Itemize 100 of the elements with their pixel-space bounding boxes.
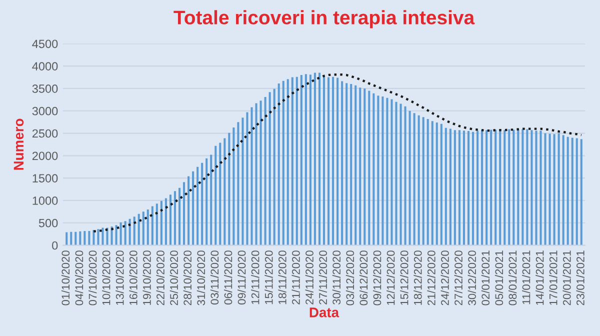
x-tick-label: 14/01/2021 [536,250,544,305]
bar [512,130,515,246]
bar [322,76,326,246]
chart-title: Totale ricoveri in terapia intesiva [174,10,475,28]
bar [151,206,154,246]
bar [562,135,564,246]
x-tick-label: 18/11/2020 [278,250,286,304]
bar [224,138,226,246]
bar [74,232,77,246]
bar [268,92,271,246]
bar [571,138,574,246]
x-tick-label: 18/12/2020 [414,250,422,305]
bar [97,229,100,246]
bar [530,130,533,246]
y-tick-label: 4000 [32,62,58,70]
x-tick-label: 04/10/2020 [74,250,84,306]
bar [404,106,406,246]
x-tick-label: 10/10/2020 [102,250,110,305]
bar [219,142,222,246]
bar [472,132,474,246]
x-tick-label: 12/11/2020 [251,250,260,304]
x-tick-label: 08/01/2021 [508,250,517,306]
x-tick-label: 13/10/2020 [116,250,124,305]
bar [462,130,465,246]
bar [517,130,520,246]
x-tick-label: 25/10/2020 [170,250,178,306]
bar [382,96,384,246]
bar [160,200,162,246]
x-tick-label: 07/10/2020 [88,250,97,306]
bar [436,122,438,246]
bar [328,77,330,246]
bar [400,104,402,246]
bar [192,171,194,246]
bar [418,115,420,246]
x-tick-label: 19/10/2020 [142,250,151,305]
bar [188,176,190,246]
bar [273,88,276,246]
bar [178,188,181,246]
bar [408,110,411,246]
bar [314,72,316,246]
bar [508,129,510,246]
bar [444,128,447,246]
bar [580,139,582,246]
x-tick-label: 27/12/2020 [454,250,462,306]
bar [260,100,262,246]
bar [183,182,186,246]
bar [146,209,149,246]
bar [354,85,357,246]
bar [431,121,434,246]
x-axis-title: Data [310,308,340,318]
bar [336,78,339,246]
bar [486,130,488,246]
bar [201,162,204,246]
bar [548,134,551,246]
bar [372,93,375,246]
bar [476,130,479,246]
x-tick-label: 31/10/2020 [196,250,206,306]
bar [214,146,217,246]
bar [526,129,528,246]
bar [156,204,158,246]
x-tick-label: 11/01/2021 [522,250,530,304]
bar [138,214,140,246]
x-tick-label: 30/12/2020 [468,250,476,306]
x-tick-label: 21/12/2020 [427,250,436,306]
bar [300,75,302,246]
bar [544,133,546,246]
bar [115,225,118,246]
y-tick-label: 2000 [32,152,58,160]
line-series [92,73,582,232]
bar [426,118,429,246]
x-tick-label: 28/10/2020 [183,250,192,306]
bar [364,88,366,246]
x-tick-label: 24/11/2020 [305,250,314,304]
bar [66,232,68,246]
bar [133,216,136,246]
bar [174,191,176,246]
bar [346,83,348,246]
x-tick-label: 24/12/2020 [440,250,449,306]
bar [70,232,72,246]
bar [458,130,460,246]
bar [566,136,569,246]
bar [291,77,294,246]
x-tick-label: 15/12/2020 [400,250,408,305]
bar [350,84,352,246]
x-tick-label: 03/12/2020 [346,250,354,306]
y-axis-title: Numero [14,118,24,170]
y-tick-label: 2500 [32,129,58,138]
y-tick-label: 1500 [32,174,58,182]
bar [246,112,248,246]
bar [454,130,456,246]
bar [124,221,126,246]
bar [413,113,416,246]
y-tick-label: 500 [38,218,58,228]
x-tick-label: 15/11/2020 [264,250,273,304]
bar [88,230,90,246]
bar [540,130,542,246]
bar [309,74,312,246]
bar [449,128,452,246]
bar [286,79,289,246]
x-tick-label: 30/11/2020 [332,250,341,304]
